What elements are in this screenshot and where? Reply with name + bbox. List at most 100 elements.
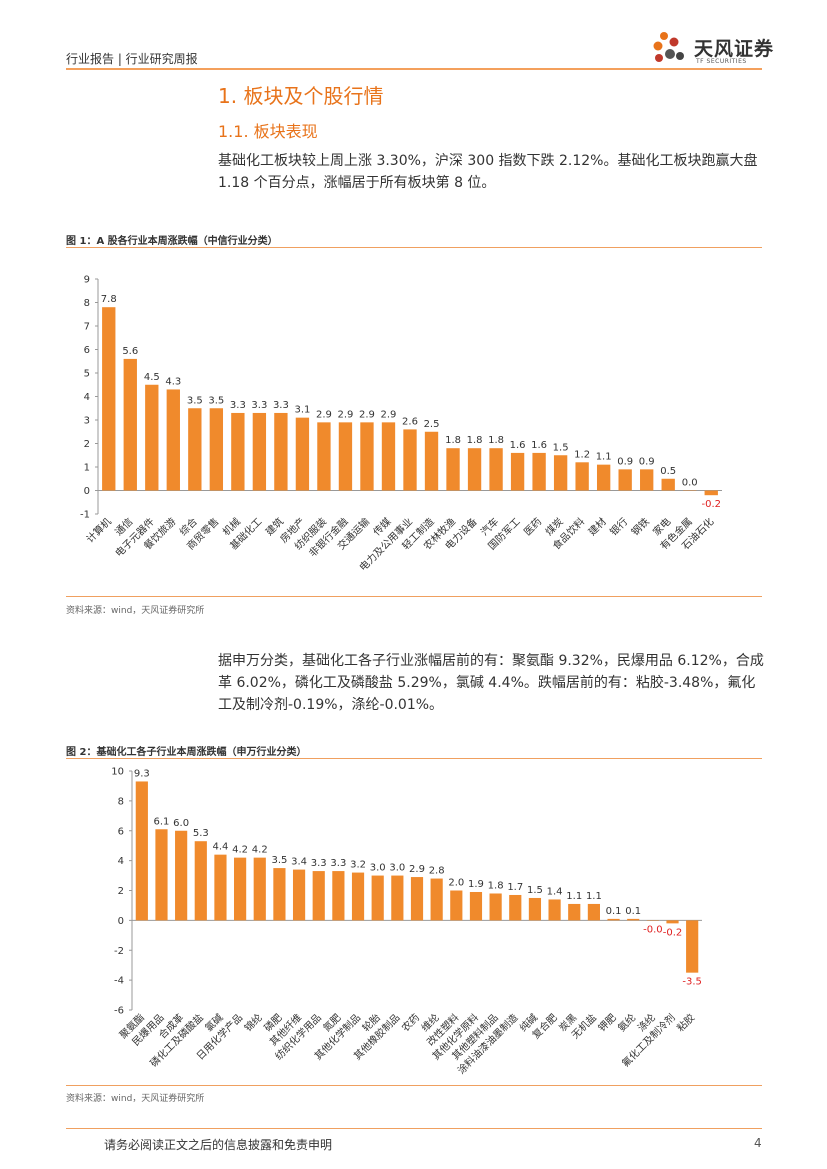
y-tick-label: -4 xyxy=(114,976,124,987)
footer-disclaimer: 请务必阅读正文之后的信息披露和免责申明 xyxy=(104,1138,333,1152)
figure2-bottom-rule xyxy=(66,1085,762,1086)
bar xyxy=(467,448,482,491)
bar xyxy=(317,422,331,491)
data-label: -0.2 xyxy=(701,499,721,510)
bar xyxy=(338,422,353,491)
data-label: -0.0 xyxy=(643,925,663,936)
data-label: 3.2 xyxy=(350,860,366,871)
y-tick-label: 4 xyxy=(84,392,90,403)
bar xyxy=(618,469,632,491)
data-label: 1.5 xyxy=(527,885,543,896)
y-tick-label: 5 xyxy=(84,369,90,380)
data-label: 6.1 xyxy=(154,816,170,827)
y-tick-label: 10 xyxy=(111,767,124,778)
figure1-title: 图 1：A 股各行业本周涨跌幅（中信行业分类） xyxy=(66,236,278,247)
bar xyxy=(135,781,148,921)
footer-divider xyxy=(66,1128,762,1129)
data-label: 2.6 xyxy=(402,416,418,427)
bar xyxy=(446,448,460,491)
bar xyxy=(450,890,463,921)
bar xyxy=(155,829,168,921)
figure1-bar-chart: -101234567897.8计算机5.6通信4.5电子元器件4.3餐饮旅游3.… xyxy=(80,275,722,574)
figure1-top-rule xyxy=(66,247,762,248)
bar xyxy=(548,899,561,921)
data-label: 1.8 xyxy=(488,435,504,446)
y-tick-label: 0 xyxy=(118,916,124,927)
x-tick-label: 医药 xyxy=(522,516,545,539)
bar xyxy=(532,452,546,491)
data-label: 0.1 xyxy=(625,906,641,917)
bar xyxy=(273,868,286,921)
data-label: -3.5 xyxy=(682,977,702,988)
data-label: 9.3 xyxy=(134,768,150,779)
data-label: 1.8 xyxy=(445,435,461,446)
data-label: 1.9 xyxy=(468,879,484,890)
data-label: 4.5 xyxy=(144,372,160,383)
data-label: 2.8 xyxy=(429,866,445,877)
y-tick-label: 7 xyxy=(84,322,90,333)
bar xyxy=(509,894,522,921)
x-tick-label: 粘胶 xyxy=(674,1011,697,1034)
x-tick-label: 钢铁 xyxy=(628,515,651,538)
y-tick-label: 2 xyxy=(84,439,90,450)
y-tick-label: 9 xyxy=(84,275,90,286)
bar xyxy=(607,918,620,921)
bar xyxy=(274,412,288,491)
y-tick-label: 4 xyxy=(118,856,124,867)
bar xyxy=(704,490,718,496)
bar xyxy=(123,358,137,491)
data-label: 3.3 xyxy=(330,858,346,869)
data-label: 2.9 xyxy=(359,409,375,420)
bar xyxy=(231,412,245,491)
data-label: 0.9 xyxy=(617,456,633,467)
bar xyxy=(661,478,675,491)
data-label: 6.0 xyxy=(173,818,189,829)
bar xyxy=(194,841,207,921)
logo-petal-icon xyxy=(669,37,679,47)
data-label: 4.2 xyxy=(252,845,268,856)
data-label: 7.8 xyxy=(101,294,117,305)
bar xyxy=(489,448,503,491)
bar xyxy=(360,422,374,491)
y-tick-label: -6 xyxy=(114,1006,124,1017)
data-label: 3.3 xyxy=(273,400,289,411)
bar xyxy=(295,417,310,491)
bar xyxy=(175,830,188,921)
y-tick-label: -1 xyxy=(80,510,90,521)
bar xyxy=(430,878,443,921)
data-label: 1.1 xyxy=(596,452,612,463)
data-label: 1.2 xyxy=(574,449,590,460)
x-tick-label: 氨纶 xyxy=(615,1011,638,1034)
subsection-heading: 1.1. 板块表现 xyxy=(218,122,318,141)
x-tick-label: 锦纶 xyxy=(242,1011,265,1034)
x-tick-label: 建材 xyxy=(585,515,608,538)
bar xyxy=(253,857,266,921)
header-divider xyxy=(66,68,762,70)
logo-petal-icon xyxy=(655,54,663,62)
bar xyxy=(332,871,345,921)
bar xyxy=(371,875,384,921)
y-tick-label: 8 xyxy=(118,796,124,807)
bar xyxy=(102,307,116,491)
data-label: 1.5 xyxy=(553,442,569,453)
data-label: 1.4 xyxy=(547,886,563,897)
data-label: 4.2 xyxy=(232,845,248,856)
data-label: 1.1 xyxy=(586,891,602,902)
data-label: 2.9 xyxy=(316,409,332,420)
figure1-bottom-rule xyxy=(66,596,762,597)
bar xyxy=(312,871,325,921)
logo-petal-icon xyxy=(676,52,684,60)
bar xyxy=(424,431,439,491)
data-label: 0.1 xyxy=(606,906,622,917)
bar xyxy=(553,455,568,491)
subsector-paragraph: 据申万分类，基础化工各子行业涨幅居前的有：聚氨酯 9.32%，民爆用品 6.12… xyxy=(218,653,764,713)
figure1-source: 资料来源：wind，天风证券研究所 xyxy=(66,606,205,616)
brand-logo xyxy=(653,32,684,62)
bar xyxy=(214,854,227,921)
y-tick-label: 2 xyxy=(118,886,124,897)
x-tick-label: 钾肥 xyxy=(595,1011,618,1034)
bar xyxy=(166,389,180,491)
data-label: 3.3 xyxy=(311,858,327,869)
y-tick-label: 1 xyxy=(84,463,90,474)
